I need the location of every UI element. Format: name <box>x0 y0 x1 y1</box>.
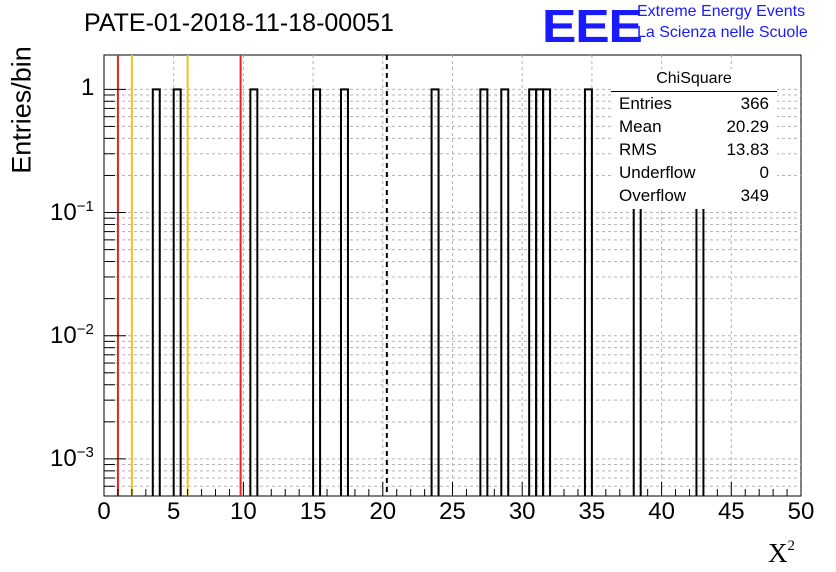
x-tick-label: 5 <box>167 498 181 525</box>
x-tick-label: 30 <box>508 498 536 525</box>
y-tick-base: 1 <box>81 74 95 102</box>
histogram-bar <box>249 88 259 496</box>
logo-caption-line2: La Scienza nelle Scuole <box>637 24 808 41</box>
stats-key: Mean <box>619 117 662 136</box>
logo-caption-line1: Extreme Energy Events <box>637 3 806 20</box>
y-tick-exponent: −3 <box>76 443 94 461</box>
histogram-bar <box>542 88 552 496</box>
x-tick-label: 45 <box>717 498 745 525</box>
histogram-bar <box>500 88 510 496</box>
x-tick-label: 10 <box>230 498 257 525</box>
y-tick-label: 10−2 <box>50 321 94 350</box>
x-axis-label-main: X <box>768 538 788 568</box>
stats-key: Overflow <box>619 186 687 205</box>
stats-title: ChiSquare <box>656 70 732 87</box>
stats-value: 0 <box>759 163 769 182</box>
x-tick-label: 20 <box>369 498 397 525</box>
stats-key: Entries <box>619 94 672 113</box>
y-tick-label: 10−3 <box>50 444 94 473</box>
histogram-bar <box>339 88 349 496</box>
stats-value: 13.83 <box>726 140 769 159</box>
x-tick-label: 40 <box>648 498 675 525</box>
stats-key: RMS <box>619 140 657 159</box>
histogram-bar <box>312 88 322 496</box>
stats-value: 349 <box>740 186 769 205</box>
y-tick-label: 10−1 <box>50 198 94 227</box>
axis-ticks <box>103 88 802 496</box>
histogram-bar <box>528 88 538 496</box>
chart-title: PATE-01-2018-11-18-00051 <box>84 9 394 37</box>
y-tick-base: 10 <box>50 444 77 472</box>
x-axis-label: X2 <box>768 538 795 569</box>
histogram-bars <box>151 88 705 496</box>
x-axis-label-sup: 2 <box>787 538 796 554</box>
x-tick-label: 25 <box>439 498 466 525</box>
x-tick-label: 0 <box>97 498 111 525</box>
grid-lines <box>104 55 801 496</box>
stats-divider <box>611 91 777 92</box>
histogram-bar <box>151 88 161 496</box>
y-tick-exponent: −2 <box>76 320 94 338</box>
y-tick-exponent: −1 <box>76 197 94 215</box>
histogram-bar <box>479 88 489 496</box>
eee-logo: EEE <box>542 0 643 52</box>
y-tick-label: 1 <box>81 74 94 102</box>
y-tick-base: 10 <box>50 198 77 226</box>
x-tick-label: 50 <box>787 498 815 525</box>
histogram-bar <box>430 88 440 496</box>
stats-key: Underflow <box>619 163 696 182</box>
histogram-bar <box>172 88 182 496</box>
stats-value: 366 <box>740 94 769 113</box>
reference-lines <box>116 55 388 496</box>
stats-value: 20.29 <box>726 117 769 136</box>
x-tick-label: 35 <box>578 498 606 525</box>
y-tick-base: 10 <box>50 321 77 349</box>
stats-box: ChiSquare Entries 366 Mean 20.29 RMS 13.… <box>611 69 777 209</box>
histogram-bar <box>535 88 545 496</box>
x-tick-label: 15 <box>299 498 327 525</box>
histogram-bar <box>583 88 593 496</box>
